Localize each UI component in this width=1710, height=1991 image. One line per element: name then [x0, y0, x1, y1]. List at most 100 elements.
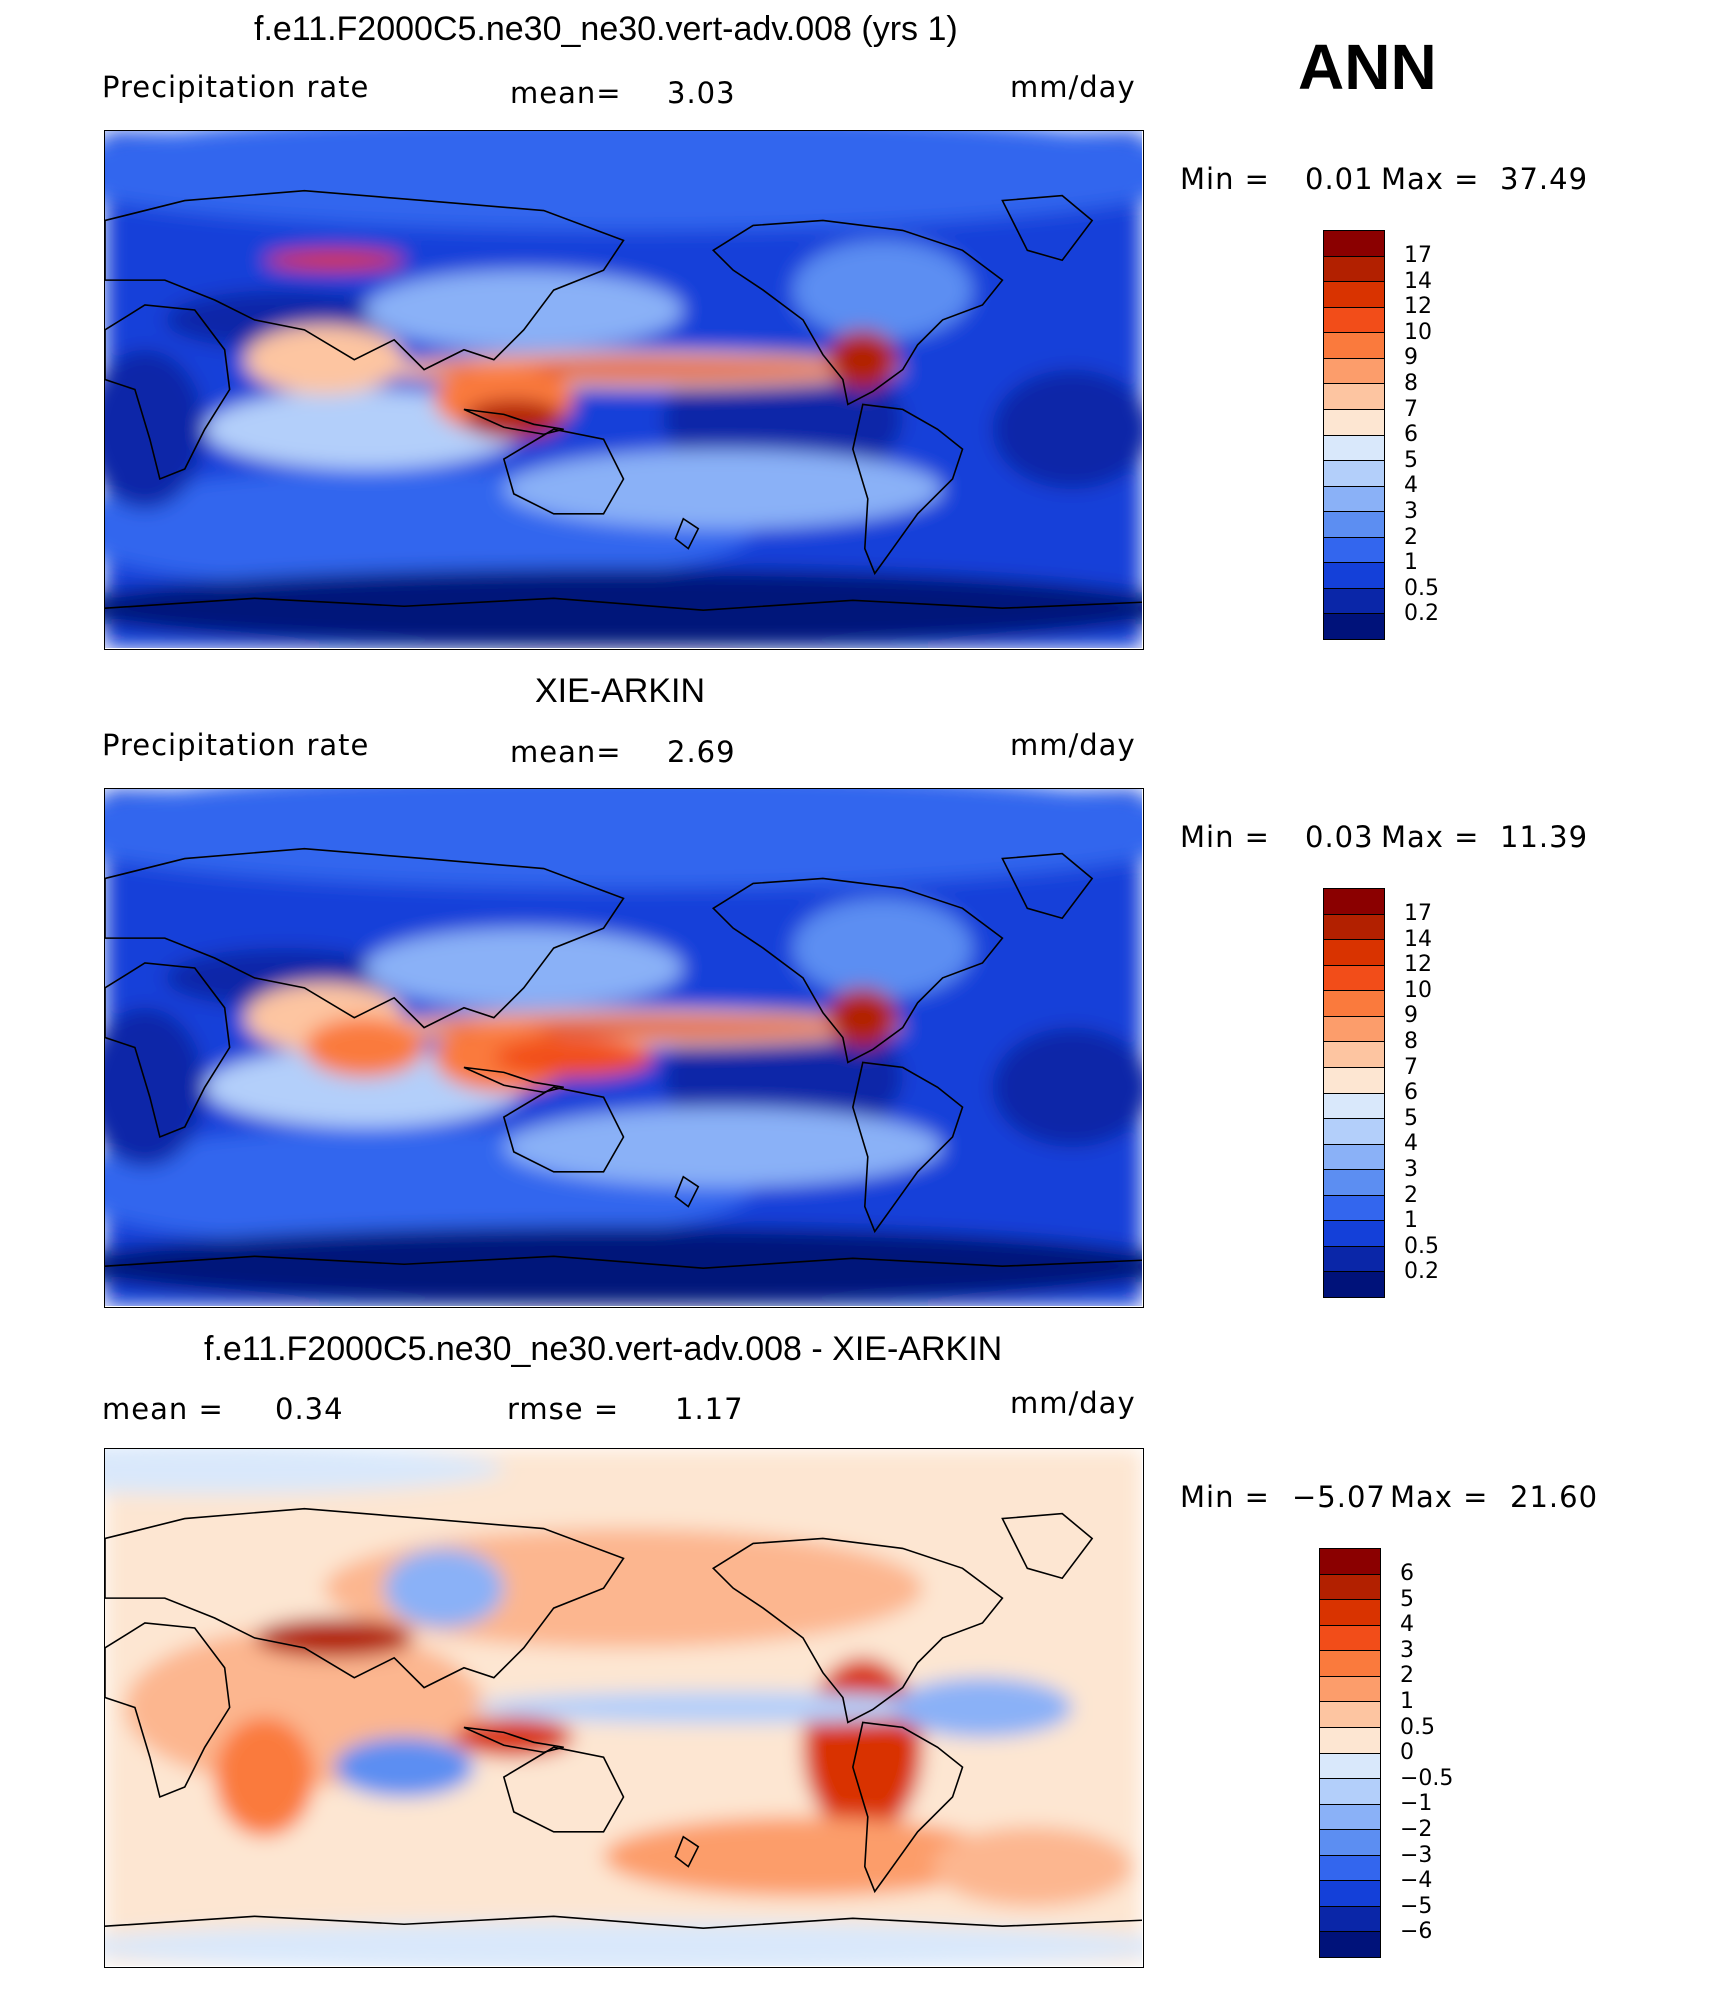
min-label: Min =: [1180, 1480, 1270, 1514]
colorbar-segment: [1324, 1194, 1384, 1221]
colorbar-segment: [1324, 1271, 1384, 1297]
rmse-label: rmse =: [507, 1392, 620, 1426]
colorbar-segment: [1324, 1118, 1384, 1144]
max-label: Max =: [1381, 162, 1480, 196]
colorbar-segment: [1320, 1854, 1380, 1881]
colorbar-segment: [1324, 913, 1384, 940]
colorbar-segment: [1324, 1169, 1384, 1195]
colorbar-tick-label: 7: [1404, 1054, 1418, 1080]
colorbar-tick-label: 17: [1404, 901, 1432, 926]
coastlines: [105, 847, 1142, 1270]
colorbar-tick-label: 12: [1404, 952, 1432, 978]
map-field: [105, 1449, 1142, 1966]
colorbar-tick-label: 0.2: [1404, 1259, 1439, 1285]
colorbar-tick-label: 9: [1404, 1003, 1418, 1029]
colorbar-segment: [1324, 1066, 1384, 1093]
mean-label: mean=: [510, 76, 622, 110]
colorbar-tick-label: 4: [1404, 1131, 1418, 1157]
colorbar-tick-label: 0.5: [1404, 575, 1439, 601]
colorbar-segment: [1324, 255, 1384, 282]
mean-label: mean =: [102, 1392, 224, 1426]
colorbar-segment: [1324, 1220, 1384, 1246]
colorbar-segment: [1324, 613, 1384, 639]
min-value: −5.07: [1292, 1480, 1386, 1514]
colorbar-segment: [1320, 1701, 1380, 1727]
colorbar-segment: [1320, 1778, 1380, 1804]
colorbar-segment: [1320, 1905, 1380, 1932]
colorbar-segment: [1324, 1143, 1384, 1170]
colorbar-segment: [1324, 587, 1384, 614]
panel-title: XIE-ARKIN: [535, 672, 706, 710]
colorbar-segment: [1320, 1880, 1380, 1906]
colorbar-tick-label: 1: [1404, 1208, 1418, 1234]
colorbar-tick-label: 5: [1400, 1586, 1414, 1612]
colorbar-segment: [1324, 511, 1384, 537]
colorbar-segment: [1320, 1752, 1380, 1779]
colorbar-segment: [1324, 1092, 1384, 1119]
colorbar-tick-label: 8: [1404, 1028, 1418, 1054]
colorbar-segment: [1324, 1015, 1384, 1042]
colorbar-tick-label: 1: [1400, 1688, 1414, 1714]
colorbar-tick-label: 0: [1400, 1740, 1414, 1766]
colorbar-segment: [1324, 332, 1384, 358]
colorbar-segment: [1324, 408, 1384, 435]
colorbar-segment: [1324, 562, 1384, 588]
colorbar-segment: [1324, 1245, 1384, 1272]
mean-value: 0.34: [275, 1392, 344, 1426]
colorbar-tick-label: 3: [1400, 1637, 1414, 1663]
colorbar-labels: 17 14 12 10 9 8 7 6 5 4 3 2 1 0.5 0.2: [1404, 243, 1439, 627]
units-label: mm/day: [1010, 70, 1136, 104]
colorbar-tick-label: 8: [1404, 370, 1418, 396]
colorbar-tick-label: 10: [1404, 977, 1432, 1003]
colorbar-tick-label: 1: [1404, 550, 1418, 576]
colorbar-segment: [1320, 1549, 1380, 1574]
colorbar-segment: [1324, 964, 1384, 991]
colorbar-tick-label: −3: [1400, 1842, 1433, 1868]
panel-title: f.e11.F2000C5.ne30_ne30.vert-adv.008 (yr…: [254, 10, 958, 48]
colorbar-segment: [1320, 1624, 1380, 1651]
colorbar-tick-label: 5: [1404, 1105, 1418, 1131]
min-value: 0.03: [1305, 820, 1374, 854]
colorbar-labels: 17 14 12 10 9 8 7 6 5 4 3 2 1 0.5 0.2: [1404, 901, 1439, 1285]
colorbar-segment: [1320, 1829, 1380, 1855]
colorbar-tick-label: 17: [1404, 243, 1432, 268]
precip-map-model: [104, 130, 1144, 650]
coastlines: [105, 189, 1142, 612]
colorbar: [1319, 1548, 1381, 1958]
colorbar-segment: [1320, 1931, 1380, 1957]
colorbar-segment: [1324, 383, 1384, 409]
colorbar-tick-label: −2: [1400, 1816, 1433, 1842]
precip-map-difference: [104, 1448, 1144, 1968]
max-value: 11.39: [1500, 820, 1589, 854]
colorbar-segment: [1324, 1041, 1384, 1067]
min-label: Min =: [1180, 162, 1270, 196]
colorbar-segment: [1324, 357, 1384, 384]
colorbar-segment: [1324, 889, 1384, 914]
colorbar-tick-label: −4: [1400, 1868, 1433, 1894]
colorbar-tick-label: 0.2: [1404, 601, 1439, 627]
colorbar-segment: [1320, 1726, 1380, 1753]
colorbar-tick-label: 2: [1400, 1663, 1414, 1689]
colorbar-segment: [1324, 460, 1384, 486]
colorbar-segment: [1324, 231, 1384, 256]
colorbar-tick-label: 3: [1404, 498, 1418, 524]
rmse-value: 1.17: [675, 1392, 744, 1426]
max-label: Max =: [1390, 1480, 1489, 1514]
colorbar-tick-label: 7: [1404, 396, 1418, 422]
colorbar-tick-label: 14: [1404, 926, 1432, 952]
colorbar-tick-label: 12: [1404, 294, 1432, 320]
units-label: mm/day: [1010, 1386, 1136, 1420]
colorbar-tick-label: −5: [1400, 1893, 1433, 1919]
colorbar: [1323, 888, 1385, 1298]
colorbar-labels: 6 5 4 3 2 1 0.5 0 −0.5 −1 −2 −3 −4 −5 −6: [1400, 1561, 1453, 1945]
colorbar-tick-label: 2: [1404, 1182, 1418, 1208]
precip-map-obs: [104, 788, 1144, 1308]
max-label: Max =: [1381, 820, 1480, 854]
mean-value: 2.69: [667, 735, 736, 769]
colorbar-tick-label: 0.5: [1400, 1714, 1435, 1740]
colorbar-tick-label: −0.5: [1400, 1765, 1454, 1791]
colorbar-tick-label: 10: [1404, 319, 1432, 345]
variable-label: Precipitation rate: [102, 728, 370, 762]
colorbar-segment: [1320, 1573, 1380, 1600]
colorbar-segment: [1320, 1599, 1380, 1625]
